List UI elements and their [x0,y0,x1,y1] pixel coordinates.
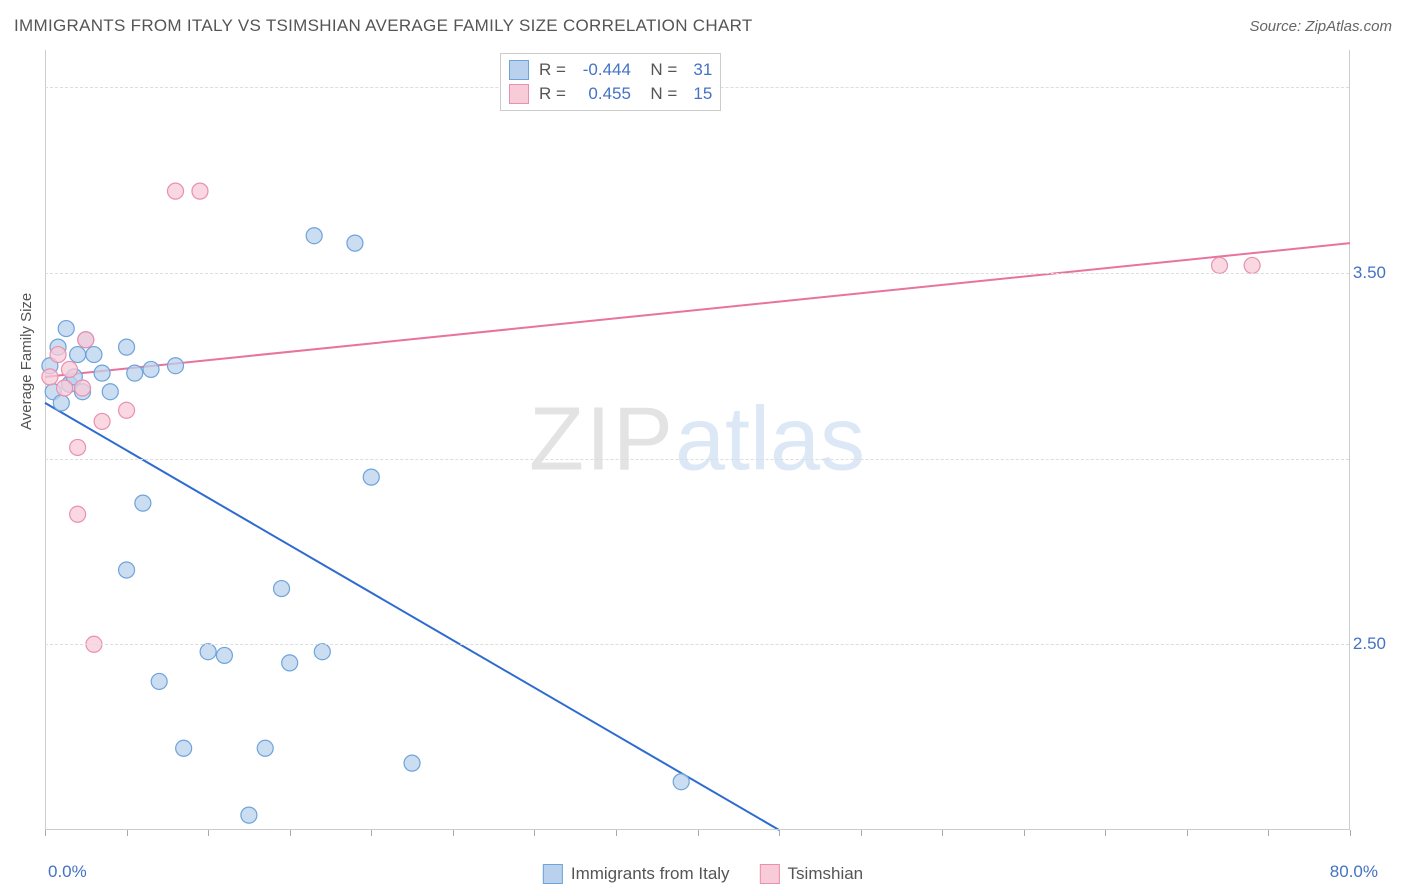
data-point [216,647,232,663]
x-tick [534,830,535,836]
r-value: 0.455 [576,84,631,104]
legend-label: Immigrants from Italy [571,864,730,884]
y-axis-label: Average Family Size [18,293,35,430]
x-tick [1268,830,1269,836]
scatter-svg [45,50,1349,830]
data-point [50,347,66,363]
n-value: 15 [687,84,712,104]
regression-line [45,243,1350,377]
chart-plot-area: ZIPatlas [45,50,1350,830]
data-point [257,740,273,756]
data-point [127,365,143,381]
legend-swatch [509,60,529,80]
r-label: R = [539,60,566,80]
data-point [282,655,298,671]
gridline [45,273,1349,274]
x-tick [861,830,862,836]
data-point [168,183,184,199]
gridline [45,459,1349,460]
data-point [306,228,322,244]
y-tick-label: 2.50 [1353,634,1386,654]
legend-stats-row: R = 0.455 N = 15 [509,82,712,106]
r-label: R = [539,84,566,104]
chart-title: IMMIGRANTS FROM ITALY VS TSIMSHIAN AVERA… [14,16,753,36]
x-tick [779,830,780,836]
data-point [119,562,135,578]
data-point [53,395,69,411]
data-point [1244,257,1260,273]
x-tick [698,830,699,836]
data-point [176,740,192,756]
x-tick [45,830,46,836]
data-point [86,347,102,363]
x-tick [1350,830,1351,836]
legend-label: Tsimshian [788,864,864,884]
data-point [75,380,91,396]
x-tick [1024,830,1025,836]
data-point [151,673,167,689]
x-tick [453,830,454,836]
data-point [70,439,86,455]
data-point [673,774,689,790]
legend-stats-row: R = -0.444 N = 31 [509,58,712,82]
data-point [119,339,135,355]
n-value: 31 [687,60,712,80]
data-point [241,807,257,823]
legend-swatch [543,864,563,884]
stats-legend-box: R = -0.444 N = 31R = 0.455 N = 15 [500,53,721,111]
x-tick [208,830,209,836]
data-point [168,358,184,374]
x-tick [1105,830,1106,836]
legend-item: Immigrants from Italy [543,864,730,884]
legend-swatch [509,84,529,104]
r-value: -0.444 [576,60,631,80]
x-tick [942,830,943,836]
legend-swatch [760,864,780,884]
data-point [94,365,110,381]
data-point [70,347,86,363]
data-point [404,755,420,771]
data-point [78,332,94,348]
data-point [1212,257,1228,273]
data-point [200,644,216,660]
x-tick [290,830,291,836]
data-point [102,384,118,400]
data-point [192,183,208,199]
data-point [57,380,73,396]
source-attribution: Source: ZipAtlas.com [1249,18,1392,35]
x-tick [127,830,128,836]
n-label: N = [641,60,677,80]
data-point [347,235,363,251]
n-label: N = [641,84,677,104]
data-point [135,495,151,511]
series-legend: Immigrants from Italy Tsimshian [543,864,863,884]
data-point [274,581,290,597]
x-tick [616,830,617,836]
data-point [70,506,86,522]
x-min-label: 0.0% [48,862,87,882]
data-point [314,644,330,660]
gridline [45,644,1349,645]
data-point [58,321,74,337]
data-point [42,369,58,385]
y-tick-label: 3.50 [1353,263,1386,283]
data-point [363,469,379,485]
data-point [61,361,77,377]
data-point [119,402,135,418]
data-point [143,361,159,377]
legend-item: Tsimshian [760,864,864,884]
x-tick [371,830,372,836]
data-point [94,413,110,429]
x-max-label: 80.0% [1330,862,1378,882]
x-tick [1187,830,1188,836]
